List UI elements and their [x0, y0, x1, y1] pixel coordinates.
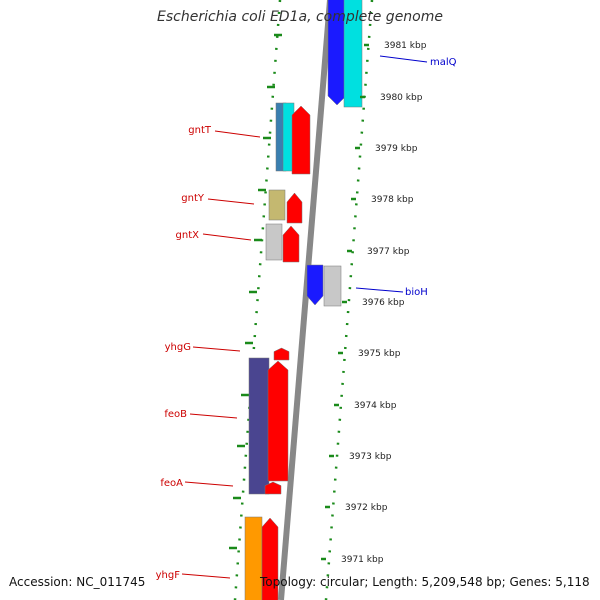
kbp-tick-label: 3980 kbp: [380, 93, 423, 103]
gene-label-malQ: malQ: [430, 57, 457, 68]
gene-label-yhgG: yhgG: [165, 342, 191, 353]
genome-backbone: [278, 0, 333, 600]
gene-feature-block: [265, 223, 283, 261]
kbp-tick-label: 3976 kbp: [362, 298, 405, 308]
left-tick-ring: [233, 0, 282, 600]
gene-feature-block: [323, 265, 342, 307]
tick-dots: [233, 0, 374, 600]
gene-feature-block: [268, 189, 286, 221]
kbp-tick-label: 3972 kbp: [345, 503, 388, 513]
gene-label-gntX: gntX: [176, 230, 200, 241]
gene-label-feoB: feoB: [164, 409, 187, 420]
gene-feature-arrow: [282, 225, 300, 263]
label-leader-line: [189, 413, 238, 419]
genome-summary-text: Topology: circular; Length: 5,209,548 bp…: [260, 575, 590, 589]
tick-dashes: [229, 33, 282, 550]
gene-label-yhgF: yhgF: [156, 570, 181, 581]
kbp-tick-label: 3973 kbp: [349, 452, 392, 462]
gene-label-gntY: gntY: [181, 193, 205, 204]
gene-feature-arrow: [306, 264, 324, 306]
accession-text: Accession: NC_011745: [9, 575, 146, 589]
kbp-tick-label: 3977 kbp: [367, 247, 410, 257]
label-leader-line: [184, 481, 234, 487]
kbp-tick-label: 3974 kbp: [354, 401, 397, 411]
kbp-tick-label: 3979 kbp: [375, 144, 418, 154]
gene-feature-block: [343, 0, 363, 108]
label-leader-line: [214, 130, 261, 138]
right-tick-ring: [324, 0, 374, 600]
gene-feature-arrow: [267, 360, 289, 482]
kbp-tick-label: 3978 kbp: [371, 195, 414, 205]
gene-label-bioH: bioH: [405, 287, 428, 298]
page-title: Escherichia coli ED1a, complete genome: [157, 9, 443, 25]
label-leader-line: [379, 55, 428, 63]
gene-feature-arrow: [291, 105, 311, 175]
gene-feature-arrow: [327, 0, 347, 106]
kbp-tick-labels: 3981 kbp 3980 kbp 3979 kbp 3978 kbp 3977 kbp…: [321, 41, 427, 565]
label-leader-line: [181, 573, 231, 579]
gene-feature-block: [248, 357, 270, 495]
gene-features: [244, 0, 363, 600]
label-leader-line: [355, 287, 404, 293]
label-leader-line: [202, 233, 252, 241]
kbp-tick-label: 3971 kbp: [341, 555, 384, 565]
label-leader-line: [207, 198, 255, 205]
gene-labels: gntT gntY gntX yhgG feoB feoA yhgF malQ bioH: [156, 57, 457, 581]
kbp-tick-label: 3981 kbp: [384, 41, 427, 51]
gene-feature-arrow: [261, 517, 279, 600]
label-leader-lines: [181, 55, 428, 579]
gene-label-gntT: gntT: [188, 125, 212, 136]
label-leader-line: [192, 346, 241, 352]
gene-label-feoA: feoA: [160, 478, 183, 489]
gene-feature-arrow: [264, 481, 282, 495]
kbp-tick-label: 3975 kbp: [358, 349, 401, 359]
gene-feature-arrow: [286, 192, 303, 224]
gene-feature-arrow: [273, 347, 290, 361]
